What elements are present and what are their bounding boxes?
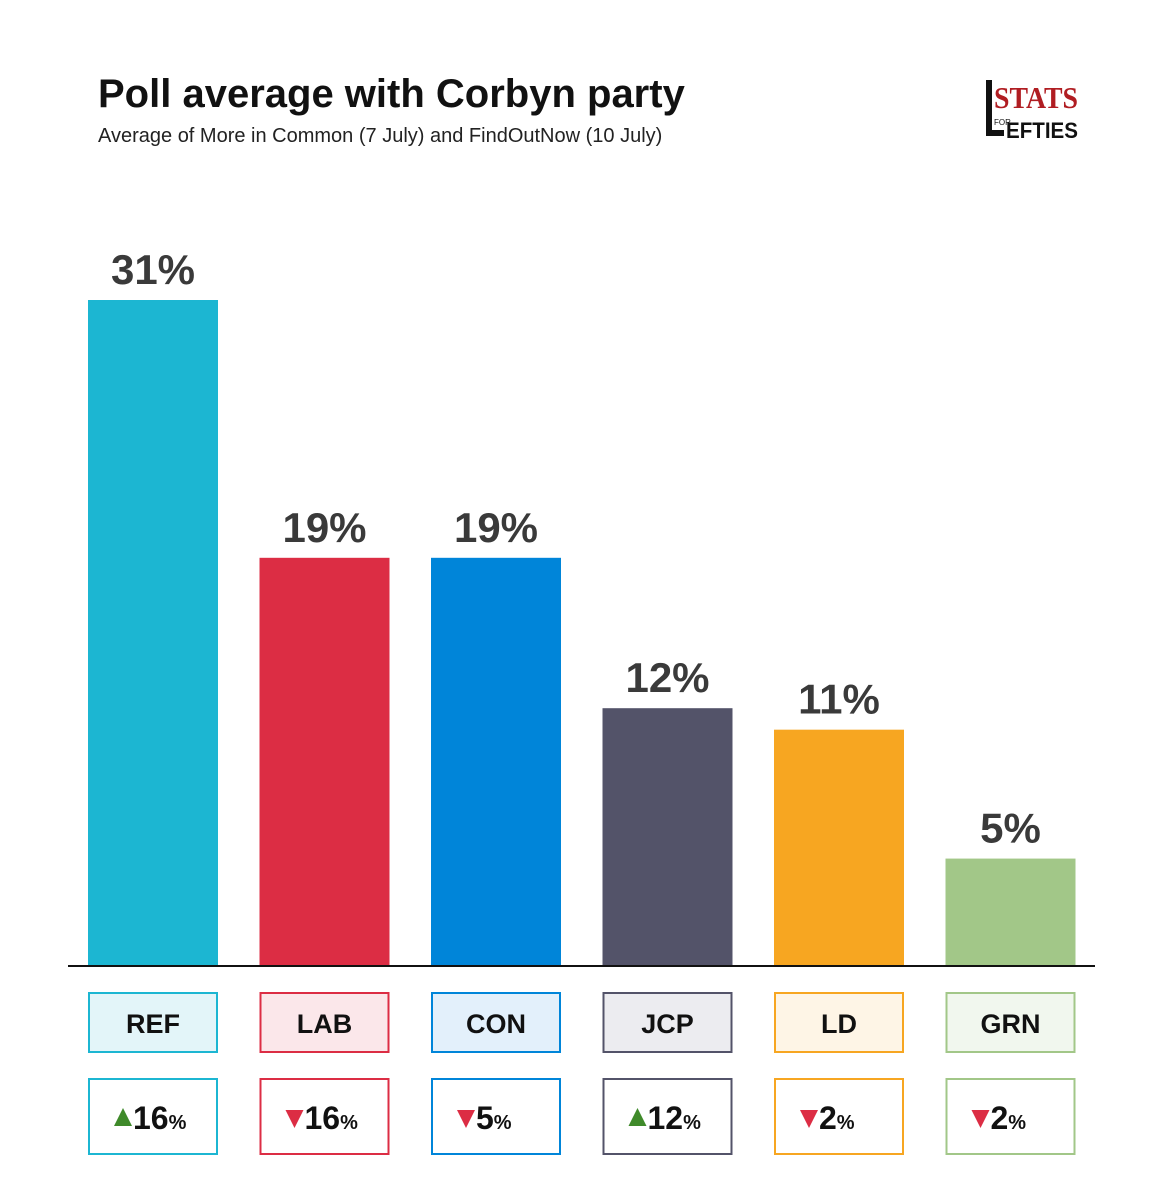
category-box-grn [945, 992, 1076, 1053]
category-label-ld: LD [821, 1009, 857, 1039]
down-arrow-icon [285, 1110, 304, 1128]
category-label-grn: GRN [981, 1009, 1041, 1039]
category-box-ld [774, 992, 904, 1053]
category-box-lab [259, 992, 390, 1053]
down-arrow-icon [971, 1110, 990, 1128]
change-box-jcp [602, 1078, 733, 1155]
change-box-ld [774, 1078, 904, 1155]
category-box-ref [88, 992, 218, 1053]
bar-lab [259, 557, 390, 966]
value-label-ld: 11% [798, 676, 880, 723]
up-arrow-icon [628, 1108, 647, 1126]
category-label-lab: LAB [297, 1009, 353, 1039]
stats-for-lefties-logo: STATS FOR EFTIES [986, 80, 1078, 143]
down-arrow-icon [457, 1110, 475, 1128]
value-label-jcp: 12% [625, 654, 709, 701]
category-label-con: CON [466, 1009, 526, 1039]
down-arrow-icon [800, 1110, 818, 1128]
change-box-ref [88, 1078, 218, 1155]
change-value-ref: 16% [133, 1100, 187, 1136]
change-value-jcp: 12% [648, 1100, 702, 1136]
chart-subtitle: Average of More in Common (7 July) and F… [98, 125, 663, 147]
bar-con [431, 557, 561, 966]
bar-ld [774, 729, 904, 966]
change-value-grn: 2% [991, 1100, 1027, 1136]
category-label-jcp: JCP [641, 1009, 694, 1039]
change-box-con [431, 1078, 561, 1155]
value-label-con: 19% [454, 504, 538, 551]
change-value-lab: 16% [305, 1100, 359, 1136]
change-value-con: 5% [476, 1100, 512, 1136]
bar-grn [945, 858, 1076, 966]
svg-text:FOR: FOR [994, 118, 1011, 127]
change-box-grn [945, 1078, 1076, 1155]
svg-text:EFTIES: EFTIES [1006, 118, 1078, 143]
change-value-ld: 2% [819, 1100, 855, 1136]
category-box-con [431, 992, 561, 1053]
category-label-ref: REF [126, 1009, 180, 1039]
svg-text:STATS: STATS [994, 80, 1078, 115]
category-box-jcp [602, 992, 733, 1053]
value-label-lab: 19% [282, 504, 366, 551]
value-label-grn: 5% [980, 805, 1041, 852]
value-label-ref: 31% [111, 246, 195, 293]
bar-ref [88, 300, 218, 966]
chart-title: Poll average with Corbyn party [98, 72, 685, 116]
bar-jcp [602, 708, 733, 966]
change-box-lab [259, 1078, 390, 1155]
up-arrow-icon [114, 1108, 132, 1126]
